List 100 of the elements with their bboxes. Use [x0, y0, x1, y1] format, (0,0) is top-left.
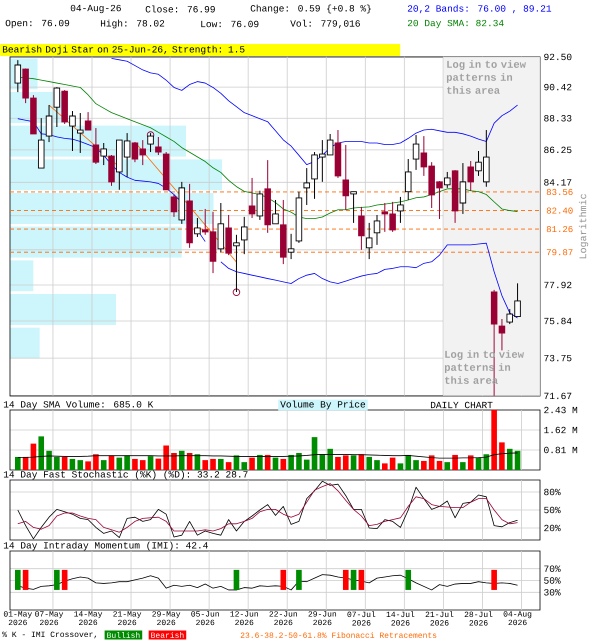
y-tick-label: 2.43 M [544, 406, 578, 414]
x-tick-label: 21-May 2026 [113, 611, 142, 626]
bar [140, 460, 146, 470]
text: DAILY CHART [430, 402, 493, 408]
bar [10, 226, 182, 258]
chart-title: 14 Day Fast Stochastic (%K) (%D): 33.2 28.7 [4, 470, 248, 480]
bar [374, 460, 380, 470]
bar [226, 462, 232, 470]
x-tick-label: 07-Jul 2026 [347, 611, 376, 626]
text: Bullish [107, 632, 140, 638]
candlestick [194, 218, 201, 238]
y-tick-label: 0.81 M [544, 446, 578, 454]
candlestick [467, 160, 474, 192]
candlestick [256, 190, 264, 220]
chart-title: 14 Day SMA Volume: 685.0 K [4, 400, 154, 410]
x-tick-label: 14-May 2026 [74, 611, 102, 626]
bar [413, 460, 419, 470]
legend-title: % K - IMI Crossover, [2, 632, 96, 638]
bar [468, 455, 474, 470]
bar [93, 454, 99, 470]
y-tick-label: 77.92 [544, 282, 572, 288]
bar [108, 455, 114, 470]
bar [428, 455, 434, 470]
candlestick [272, 199, 279, 224]
bar [38, 436, 44, 470]
bar [178, 450, 185, 470]
bar [444, 462, 450, 470]
bar [156, 458, 162, 470]
bar [85, 461, 91, 470]
text: 20 Day SMA: 82.34 [408, 20, 504, 28]
candlestick [147, 132, 154, 153]
bar [234, 455, 240, 470]
candlestick [92, 128, 100, 164]
y-axis-title: Logarithmic [578, 194, 588, 258]
x-tick-label: 07-May 2026 [35, 611, 64, 626]
bar [499, 442, 505, 470]
y-tick-label: 75.84 [544, 318, 572, 324]
bar [506, 448, 513, 470]
bar [264, 454, 270, 470]
y-tick-label: 92.50 [544, 54, 572, 60]
bar [272, 458, 278, 470]
x-tick-label: 14-Jul 2026 [386, 611, 414, 626]
text: 23.6-38.2-50-61.8% Fibonacci Retracements [240, 632, 436, 638]
candlestick [155, 136, 162, 156]
bar [452, 454, 458, 470]
bar [171, 452, 177, 470]
bar [132, 458, 138, 470]
text: Volume By Price [280, 400, 366, 410]
y-tick-label: 90.42 [544, 84, 572, 90]
y-tick-label: 73.75 [544, 354, 572, 362]
candlestick [100, 142, 107, 166]
band-label: Log in to view patterns in this area [446, 60, 526, 94]
bar [241, 462, 248, 470]
candlestick [241, 216, 248, 255]
bar [327, 448, 333, 470]
x-tick-label: 12-Jun 2026 [230, 611, 258, 626]
ref-line-label: 82.40 [546, 208, 573, 214]
y-tick-label: 84.17 [544, 179, 572, 186]
bar [421, 460, 427, 470]
candlestick [498, 318, 506, 351]
bar [46, 450, 52, 470]
candlestick [342, 144, 350, 210]
bar [202, 460, 208, 470]
bar [148, 456, 154, 470]
bar [257, 454, 263, 470]
y-tick-label: 1.62 M [544, 426, 578, 434]
candlestick [84, 112, 92, 131]
bar [54, 456, 60, 470]
bar [210, 458, 216, 470]
text: Low: 76.09 [201, 20, 258, 28]
candlestick [412, 134, 420, 170]
bar [249, 458, 255, 470]
bar [390, 458, 396, 470]
x-tick-label: 28-Jul 2026 [464, 611, 492, 626]
candlestick [14, 60, 22, 93]
bar [116, 458, 122, 470]
y-tick-label: 20% [544, 524, 561, 532]
y-tick-label: 30% [544, 589, 561, 596]
bar [358, 454, 364, 470]
text: Bearish Doji Star on 25-Jun-26, Strength: 1.5 [2, 46, 244, 54]
bar [218, 458, 224, 470]
bar [22, 456, 28, 470]
bar [124, 455, 130, 470]
candlestick [460, 162, 466, 214]
y-tick-label: 71.67 [544, 392, 572, 400]
candlestick [444, 171, 451, 188]
candlestick [54, 86, 60, 128]
candlestick [404, 158, 412, 200]
x-tick-label: 05-Jun 2026 [191, 611, 219, 626]
ref-line-label: 79.87 [546, 249, 573, 256]
bar [342, 455, 349, 470]
chart-title: 14 Day Intraday Momentum (IMI): 42.4 [4, 542, 208, 550]
bar [335, 456, 341, 470]
bar [163, 446, 169, 470]
bar [484, 454, 490, 470]
bar [312, 437, 318, 470]
y-tick-label: 50% [544, 577, 561, 584]
bar [14, 456, 21, 470]
text: 20,2 Bands: 76.00 , 89.21 [408, 4, 552, 14]
bar [30, 444, 36, 470]
